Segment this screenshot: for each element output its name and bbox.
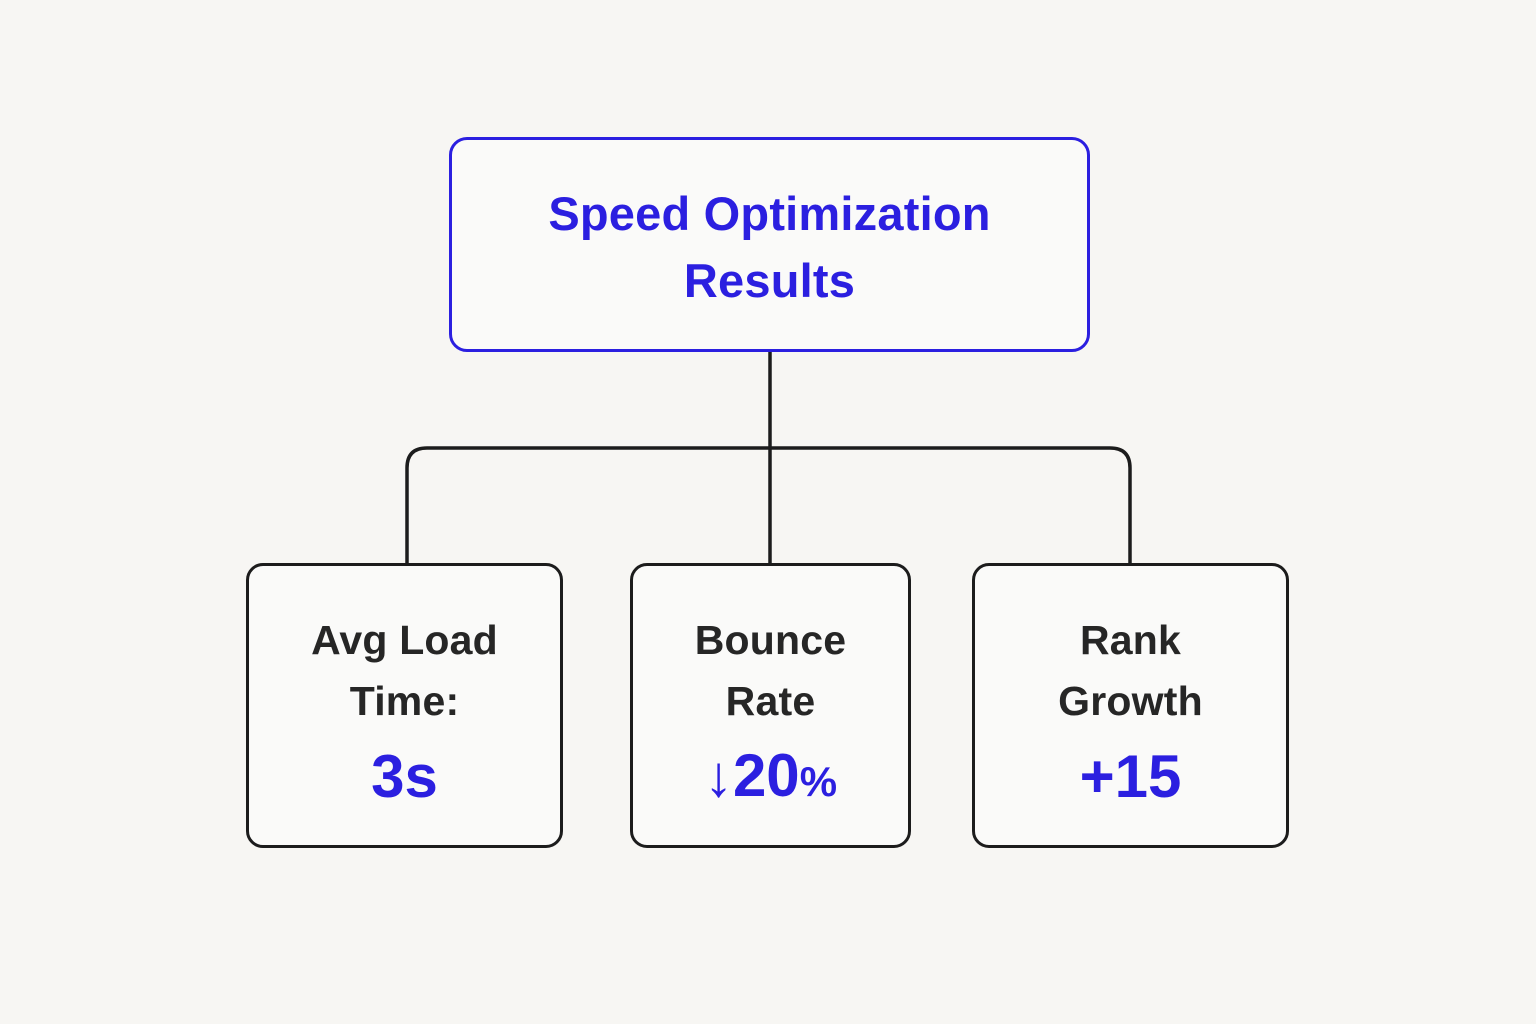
child-node-label: Bounce Rate bbox=[694, 616, 847, 724]
root-node-label: Speed Optimization Results bbox=[548, 186, 991, 307]
connector-branch-bar bbox=[405, 446, 1132, 565]
child-node-value: ↓20% bbox=[704, 741, 837, 811]
child-node-value: +15 bbox=[1079, 742, 1182, 810]
root-node-speed-optimization-results: Speed Optimization Results bbox=[449, 137, 1090, 352]
percent-sign: % bbox=[799, 758, 838, 806]
down-arrow-icon: ↓ bbox=[703, 744, 733, 810]
child-node-avg-load-time: Avg Load Time: 3s bbox=[246, 563, 563, 848]
value-number: 20 bbox=[732, 742, 800, 810]
child-node-label: Avg Load Time: bbox=[311, 617, 498, 724]
child-node-value: 3s bbox=[371, 742, 438, 810]
child-node-label: Rank Growth bbox=[1058, 617, 1203, 724]
child-node-bounce-rate: Bounce Rate ↓20% bbox=[630, 563, 911, 848]
child-node-rank-growth: Rank Growth +15 bbox=[972, 563, 1289, 848]
